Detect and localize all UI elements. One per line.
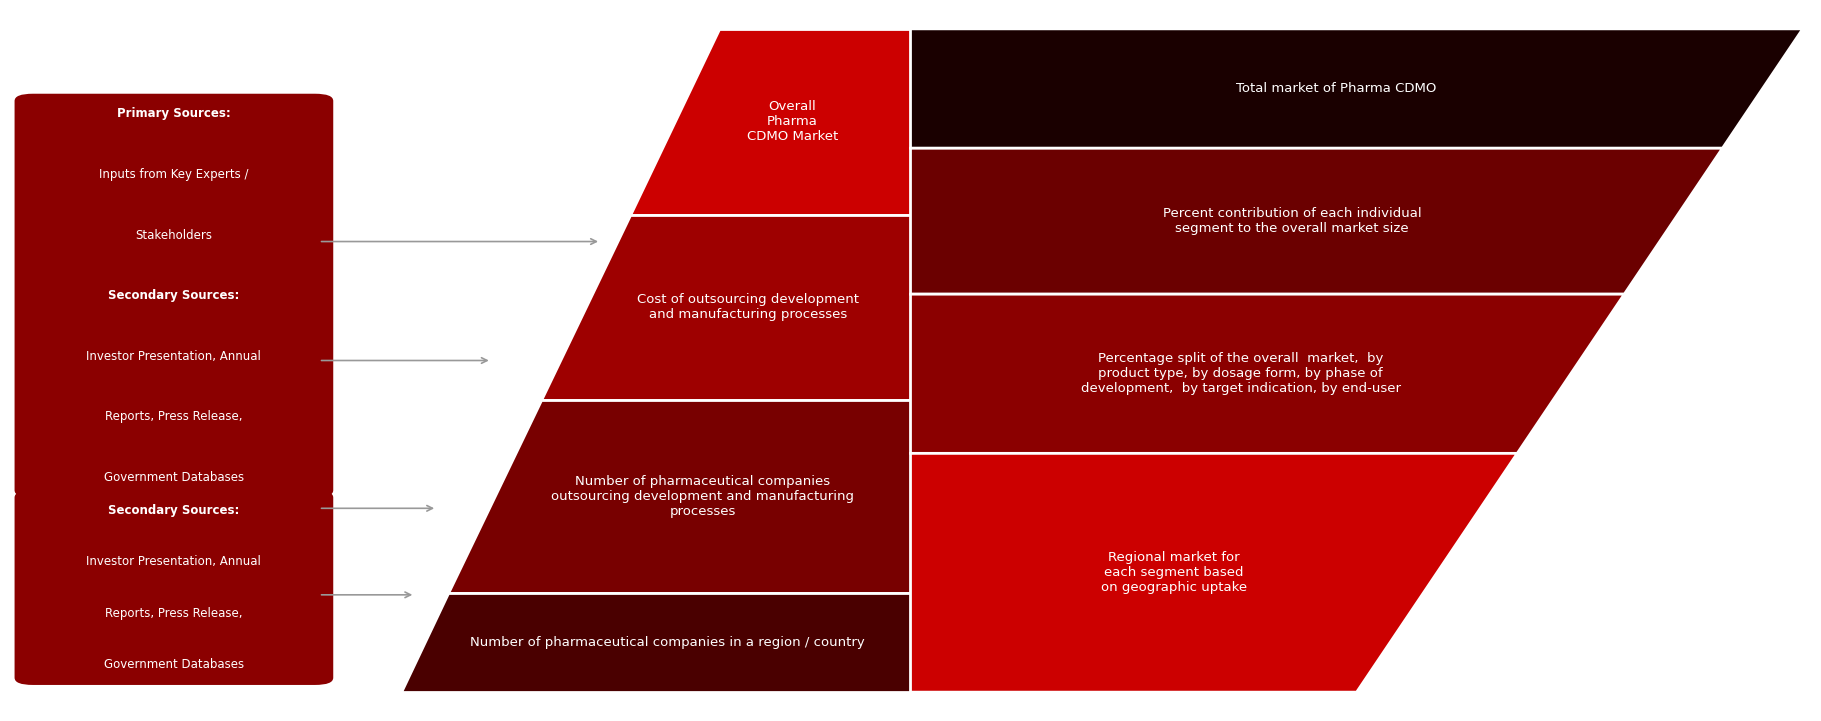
- FancyBboxPatch shape: [15, 490, 333, 685]
- Text: Investor Presentation, Annual: Investor Presentation, Annual: [86, 350, 262, 363]
- Polygon shape: [541, 215, 910, 400]
- Text: Overall
Pharma
CDMO Market: Overall Pharma CDMO Market: [747, 100, 838, 143]
- Text: Stakeholders: Stakeholders: [135, 229, 213, 242]
- Text: Percentage split of the overall  market,  by
product type, by dosage form, by ph: Percentage split of the overall market, …: [1080, 353, 1400, 395]
- Polygon shape: [910, 294, 1624, 454]
- Text: Secondary Sources:: Secondary Sources:: [107, 289, 240, 302]
- Text: Reports, Press Release,: Reports, Press Release,: [106, 410, 242, 423]
- Polygon shape: [630, 29, 910, 215]
- Text: Primary Sources:: Primary Sources:: [117, 107, 231, 120]
- Polygon shape: [910, 29, 1803, 149]
- Polygon shape: [910, 149, 1723, 294]
- FancyBboxPatch shape: [15, 94, 333, 497]
- Text: Government Databases: Government Databases: [104, 658, 244, 671]
- Polygon shape: [401, 593, 910, 692]
- Text: Regional market for
each segment based
on geographic uptake: Regional market for each segment based o…: [1100, 552, 1247, 594]
- Polygon shape: [448, 400, 910, 593]
- Text: Secondary Sources:: Secondary Sources:: [107, 504, 240, 517]
- Text: Number of pharmaceutical companies in a region / country: Number of pharmaceutical companies in a …: [470, 636, 865, 649]
- Text: Inputs from Key Experts /: Inputs from Key Experts /: [98, 168, 249, 181]
- Text: Cost of outsourcing development
and manufacturing processes: Cost of outsourcing development and manu…: [637, 293, 860, 322]
- Text: Percent contribution of each individual
segment to the overall market size: Percent contribution of each individual …: [1162, 207, 1420, 235]
- Text: Number of pharmaceutical companies
outsourcing development and manufacturing
pro: Number of pharmaceutical companies outso…: [552, 475, 854, 518]
- Text: Government Databases: Government Databases: [104, 471, 244, 484]
- Text: Reports, Press Release,: Reports, Press Release,: [106, 607, 242, 620]
- Text: Total market of Pharma CDMO: Total market of Pharma CDMO: [1236, 82, 1437, 95]
- Polygon shape: [910, 454, 1517, 692]
- Text: Investor Presentation, Annual: Investor Presentation, Annual: [86, 555, 262, 568]
